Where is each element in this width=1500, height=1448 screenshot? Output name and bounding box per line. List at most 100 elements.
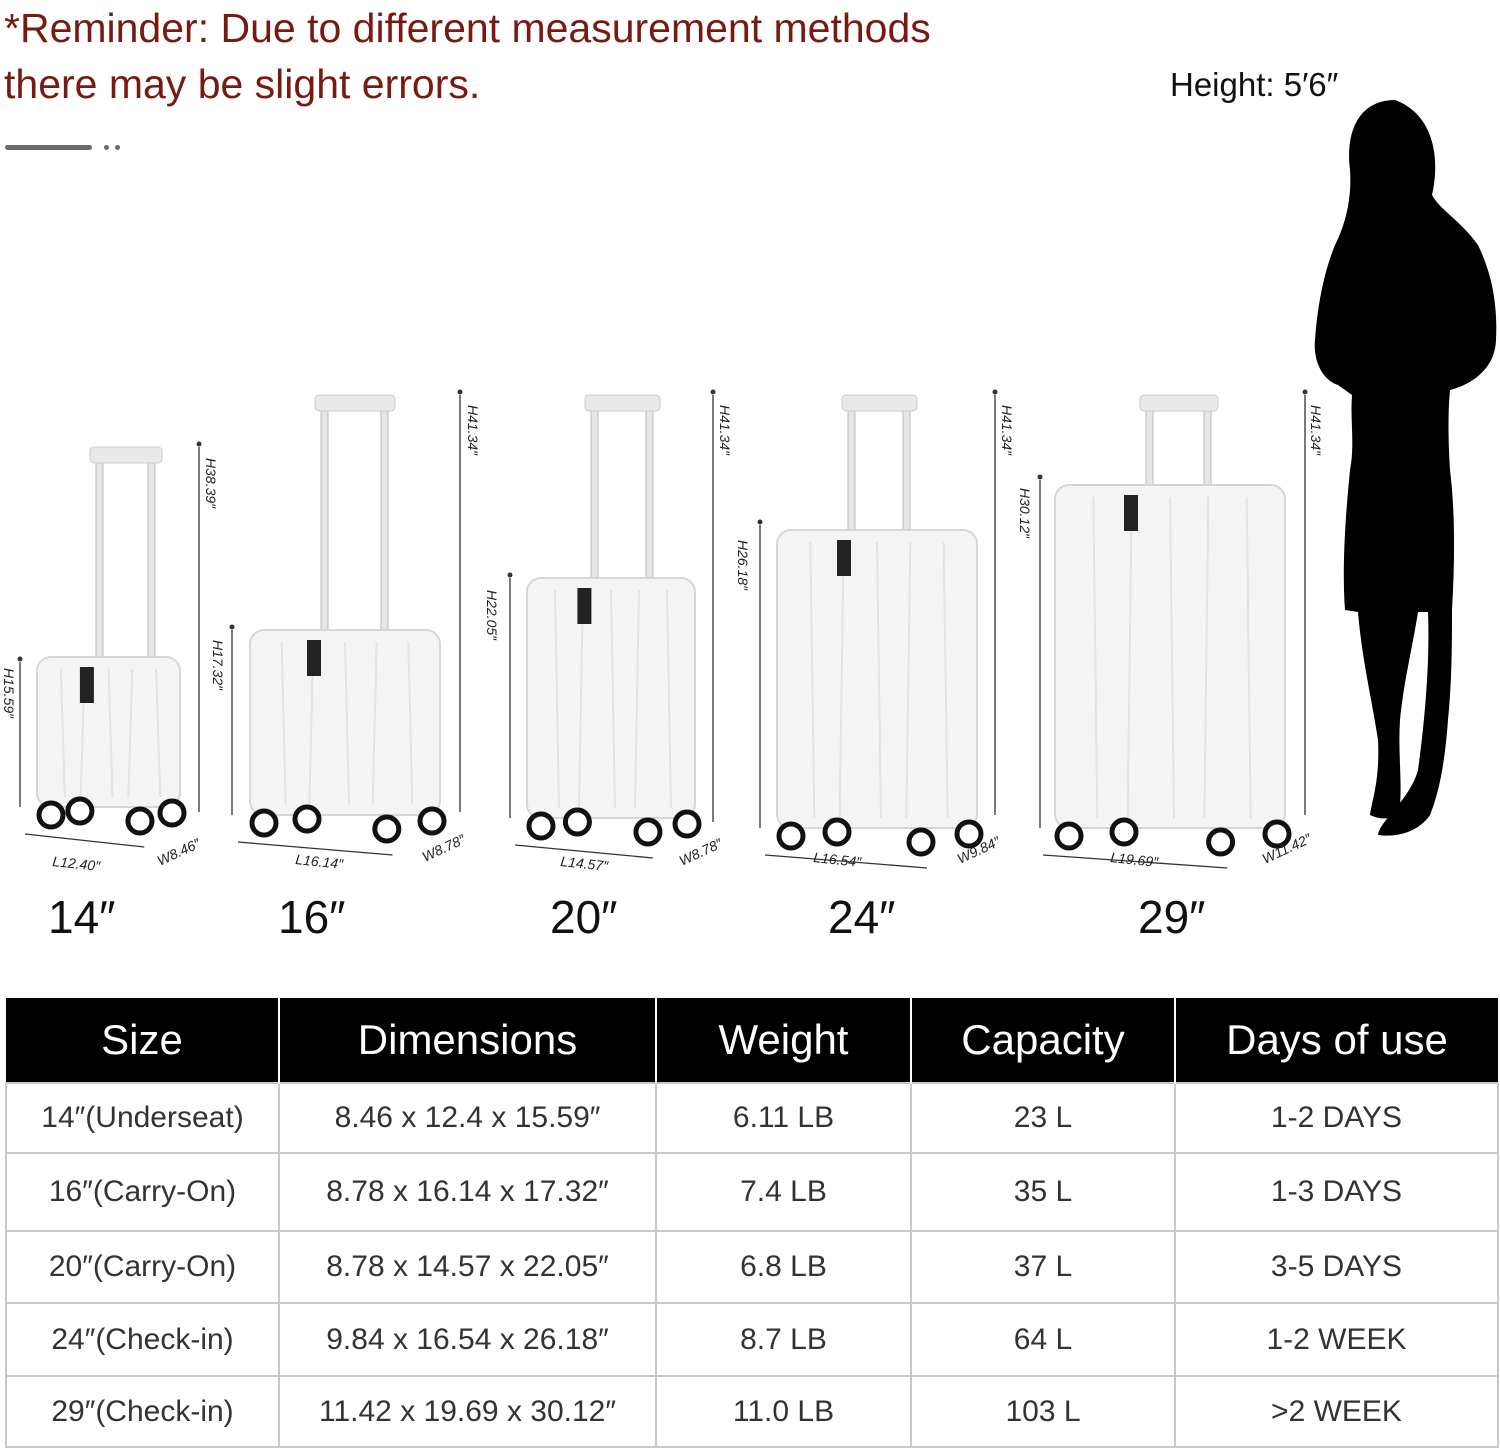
suitcase-2: H41.34″ H17.32″ L16.14″ W8.78″ bbox=[210, 389, 481, 872]
width-label: W8.46″ bbox=[155, 835, 204, 869]
suitcase-body bbox=[249, 629, 441, 816]
wheel bbox=[249, 808, 279, 838]
width-label: W8.78″ bbox=[420, 831, 469, 865]
cell-dimensions: 8.78 x 16.14 x 17.32″ bbox=[278, 1152, 657, 1232]
handle-rail bbox=[645, 404, 654, 579]
cell-capacity: 103 L bbox=[910, 1375, 1176, 1448]
cell-days-of-use: 1-2 WEEK bbox=[1174, 1302, 1499, 1377]
brand-tag bbox=[577, 588, 592, 624]
wheel bbox=[633, 817, 663, 847]
length-label: L14.57″ bbox=[560, 853, 610, 874]
cell-weight: 6.11 LB bbox=[655, 1082, 912, 1154]
cell-weight: 11.0 LB bbox=[655, 1375, 912, 1448]
suitcase-body bbox=[776, 529, 978, 829]
woman-silhouette-icon bbox=[1314, 100, 1497, 836]
suitcase-5: H41.34″H30.12″L19.69″ W11.42″ bbox=[1017, 389, 1324, 870]
wheel bbox=[65, 796, 95, 826]
suitcase-size-label: 16″ bbox=[278, 891, 346, 943]
suitcase-3: H41.34″ H22.05″ L14.57″ W8.78″ bbox=[484, 389, 733, 874]
handle-rail bbox=[147, 456, 156, 658]
wheel bbox=[372, 814, 402, 844]
handle-grip bbox=[1139, 394, 1219, 412]
luggage-illustration: H38.39″ H15.59″ L12.40″ W8.46″ H41.34″ H17.32… bbox=[1, 100, 1497, 874]
length-label: L19.69″ bbox=[1110, 849, 1160, 870]
wheel bbox=[526, 811, 556, 841]
wheel bbox=[417, 806, 447, 836]
total-height-label: H41.34″ bbox=[465, 405, 481, 456]
handle-grip bbox=[584, 394, 661, 412]
wheel bbox=[1054, 821, 1084, 851]
table-row: 14″(Underseat) 8.46 x 12.4 x 15.59″ 6.11 L… bbox=[5, 1082, 1499, 1154]
suitcase-body bbox=[526, 577, 696, 819]
handle-rail bbox=[847, 404, 856, 531]
cell-weight: 6.8 LB bbox=[655, 1230, 912, 1304]
cell-capacity: 64 L bbox=[910, 1302, 1176, 1377]
length-label: L16.14″ bbox=[295, 851, 345, 872]
divider-bar bbox=[5, 145, 92, 150]
wheel bbox=[1206, 827, 1236, 857]
body-height-label: H22.05″ bbox=[484, 590, 500, 641]
suitcase-1: H38.39″ H15.59″ L12.40″ W8.46″ bbox=[1, 441, 219, 874]
wheel bbox=[562, 807, 592, 837]
table-row: 20″(Carry-On) 8.78 x 14.57 x 22.05″ 6.8 LB… bbox=[5, 1230, 1499, 1304]
cell-weight: 8.7 LB bbox=[655, 1302, 912, 1377]
wheel bbox=[954, 819, 984, 849]
cell-size: 24″(Check-in) bbox=[5, 1302, 280, 1377]
handle-rail bbox=[590, 404, 599, 579]
cell-capacity: 37 L bbox=[910, 1230, 1176, 1304]
handle-rail bbox=[320, 404, 329, 631]
cell-dimensions: 8.46 x 12.4 x 15.59″ bbox=[278, 1082, 657, 1154]
brand-tag bbox=[837, 540, 851, 576]
wheel bbox=[672, 809, 702, 839]
cell-dimensions: 9.84 x 16.54 x 26.18″ bbox=[278, 1302, 657, 1377]
size-comparison-table: Size Dimensions Weight Capacity Days of … bbox=[5, 998, 1499, 1448]
cell-capacity: 35 L bbox=[910, 1152, 1176, 1232]
divider-dot bbox=[104, 145, 109, 150]
wheel bbox=[292, 804, 322, 834]
total-height-label: H38.39″ bbox=[203, 458, 219, 509]
reminder-line-2: there may be slight errors. bbox=[4, 61, 481, 107]
table-header-row: Size Dimensions Weight Capacity Days of … bbox=[6, 998, 1498, 1083]
table-row: 16″(Carry-On) 8.78 x 16.14 x 17.32″ 7.4 LB… bbox=[5, 1152, 1499, 1232]
width-label: W8.78″ bbox=[677, 835, 726, 869]
header-capacity: Capacity bbox=[911, 998, 1176, 1083]
handle-rail bbox=[95, 456, 104, 658]
wheel bbox=[1109, 817, 1139, 847]
wheel bbox=[776, 821, 806, 851]
cell-days-of-use: 1-2 DAYS bbox=[1174, 1082, 1499, 1154]
total-height-label: H41.34″ bbox=[717, 405, 733, 456]
wheel bbox=[822, 817, 852, 847]
wheel bbox=[906, 827, 936, 857]
suitcase-size-label: 24″ bbox=[828, 891, 896, 943]
wheel bbox=[1262, 819, 1292, 849]
header-weight: Weight bbox=[656, 998, 912, 1083]
suitcase-size-label: 20″ bbox=[550, 891, 618, 943]
suitcase-size-label: 14″ bbox=[48, 891, 116, 943]
handle-grip bbox=[841, 394, 918, 412]
table-row: 24″(Check-in) 9.84 x 16.54 x 26.18″ 8.7 LB… bbox=[5, 1302, 1499, 1377]
cell-dimensions: 11.42 x 19.69 x 30.12″ bbox=[278, 1375, 657, 1448]
body-height-label: H15.59″ bbox=[1, 668, 17, 719]
cell-days-of-use: 1-3 DAYS bbox=[1174, 1152, 1499, 1232]
handle-rail bbox=[902, 404, 911, 531]
cell-capacity: 23 L bbox=[910, 1082, 1176, 1154]
handle-rail bbox=[1145, 404, 1154, 486]
handle-grip bbox=[89, 446, 163, 464]
cell-dimensions: 8.78 x 14.57 x 22.05″ bbox=[278, 1230, 657, 1304]
cell-days-of-use: >2 WEEK bbox=[1174, 1375, 1499, 1448]
total-height-label: H41.34″ bbox=[1308, 405, 1324, 456]
wheel bbox=[36, 800, 66, 830]
suitcase-body bbox=[1054, 484, 1286, 829]
handle-grip bbox=[314, 394, 396, 412]
wheel bbox=[125, 806, 155, 836]
length-label: L16.54″ bbox=[813, 849, 863, 870]
body-height-label: H26.18″ bbox=[735, 540, 751, 591]
suitcase-4: H41.34″H26.18″L16.54″ W9.84″ bbox=[735, 389, 1015, 870]
length-label: L12.40″ bbox=[52, 853, 102, 874]
header-dimensions: Dimensions bbox=[279, 998, 657, 1083]
wheel bbox=[157, 798, 187, 828]
body-height-label: H17.32″ bbox=[210, 640, 226, 691]
brand-tag bbox=[1124, 495, 1138, 531]
cell-weight: 7.4 LB bbox=[655, 1152, 912, 1232]
header-size: Size bbox=[6, 998, 280, 1083]
